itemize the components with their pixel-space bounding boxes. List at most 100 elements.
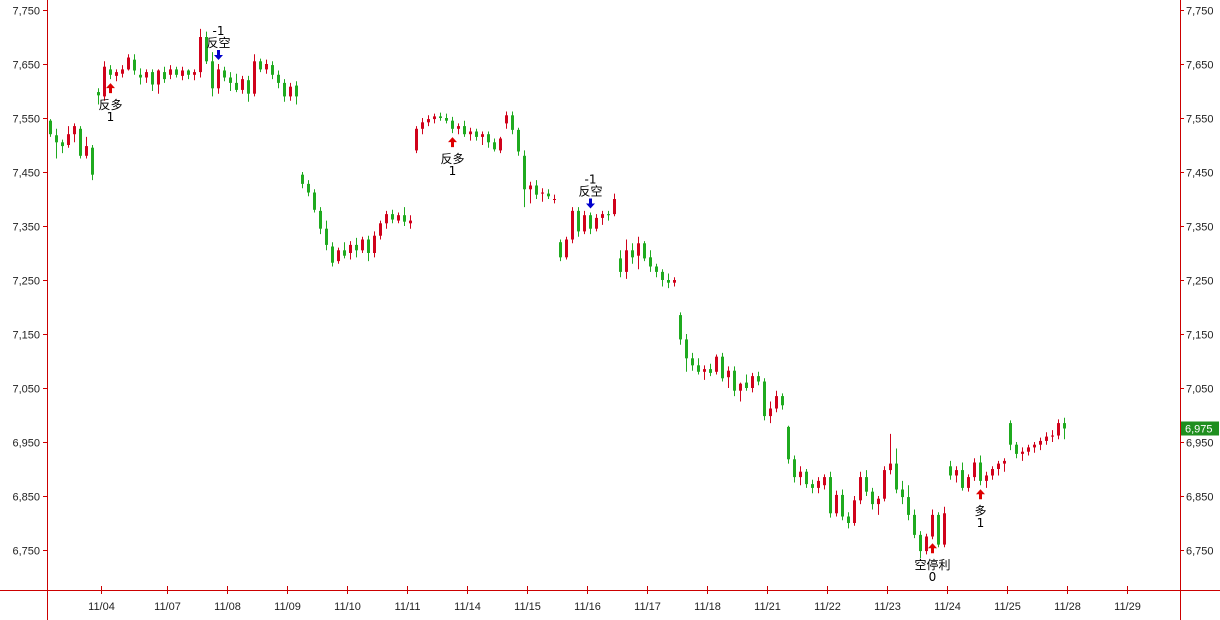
candle-body xyxy=(553,199,556,200)
candle-body xyxy=(295,85,298,97)
candle xyxy=(223,66,226,82)
candle xyxy=(523,150,526,208)
candle-body xyxy=(103,66,106,97)
candle-body xyxy=(613,199,616,215)
candle xyxy=(73,123,76,143)
y-tick-label-right: 6,750 xyxy=(1186,546,1214,558)
candle xyxy=(307,180,310,197)
x-tick-label: 11/23 xyxy=(874,601,901,613)
candle-body xyxy=(445,118,448,121)
candle xyxy=(121,65,124,78)
candle-body xyxy=(847,516,850,523)
candle xyxy=(1003,458,1006,472)
buy-arrow-icon xyxy=(106,83,115,94)
candle xyxy=(631,243,634,264)
candle-body xyxy=(199,37,202,73)
buy-signal: 反多1 xyxy=(98,83,123,124)
candle xyxy=(313,189,316,213)
candle xyxy=(193,69,196,81)
candle-body xyxy=(259,61,262,70)
x-tick-label: 11/08 xyxy=(214,601,241,613)
candle-body xyxy=(325,228,328,245)
y-tick-label-left: 7,050 xyxy=(12,384,40,396)
candle-body xyxy=(769,408,772,417)
candle xyxy=(739,382,742,402)
y-tick-label-right: 7,750 xyxy=(1186,6,1214,18)
candle xyxy=(319,207,322,235)
x-tick-label: 11/09 xyxy=(274,601,301,613)
candle xyxy=(469,127,472,141)
y-tick-label-left: 7,550 xyxy=(12,114,40,126)
candle-body xyxy=(139,74,142,78)
candle-body xyxy=(517,129,520,152)
candle-body xyxy=(253,61,256,94)
candle-body xyxy=(955,470,958,476)
candle xyxy=(283,79,286,102)
candle xyxy=(895,448,898,494)
candle xyxy=(1039,437,1042,451)
candle xyxy=(1033,442,1036,453)
candle-body xyxy=(733,370,736,391)
candle-body xyxy=(703,369,706,372)
candle xyxy=(277,70,280,89)
y-axis-left-ticks: 6,750 6,850 6,950 7,050 7,150 7,250 7,350 7,450… xyxy=(12,6,47,558)
candle-body xyxy=(469,131,472,135)
candle-body xyxy=(859,477,862,501)
candle xyxy=(127,54,130,71)
candle-body xyxy=(817,480,820,488)
candle xyxy=(781,393,784,410)
candle xyxy=(247,75,250,102)
candle-body xyxy=(823,477,826,486)
candle-body xyxy=(1021,451,1024,454)
x-tick-label: 11/22 xyxy=(814,601,841,613)
candle xyxy=(823,474,826,490)
candle xyxy=(331,242,334,267)
candle xyxy=(391,209,394,224)
candle-body xyxy=(187,70,190,75)
candle-body xyxy=(241,79,244,90)
candle-body xyxy=(625,250,628,272)
candle xyxy=(817,477,820,494)
candle xyxy=(715,354,718,375)
candle xyxy=(799,466,802,486)
candle-body xyxy=(1027,447,1030,452)
last-price-badge xyxy=(1181,421,1219,436)
x-axis-date-ticks: 11/04 11/07 11/08 11/09 11/10 11/11 11/14 11/15… xyxy=(88,586,1141,613)
candle xyxy=(253,54,256,97)
candle-body xyxy=(181,70,184,76)
candle-body xyxy=(721,356,724,379)
candle xyxy=(187,69,190,80)
candle xyxy=(601,210,604,225)
candle-body xyxy=(343,250,346,256)
candle-body xyxy=(697,365,700,372)
candle-body xyxy=(595,217,598,229)
candle xyxy=(109,65,112,80)
y-tick-label-right: 7,350 xyxy=(1186,222,1214,234)
candle xyxy=(367,235,370,262)
candle xyxy=(451,116,454,134)
candle-body xyxy=(1033,444,1036,448)
candle xyxy=(415,126,418,154)
candle-body xyxy=(781,396,784,406)
candle-body xyxy=(289,86,292,97)
candle-body xyxy=(439,116,442,118)
candle-body xyxy=(151,72,154,85)
candle xyxy=(373,231,376,258)
candle xyxy=(877,496,880,515)
candle xyxy=(145,69,148,83)
y-tick-label-left: 6,750 xyxy=(12,546,40,558)
candle xyxy=(151,69,154,91)
candle xyxy=(1063,417,1066,440)
candle xyxy=(205,31,208,64)
candle xyxy=(229,72,232,91)
candle xyxy=(649,250,652,272)
candle xyxy=(397,212,400,224)
sell-arrow-icon xyxy=(214,50,223,60)
x-tick-label: 11/15 xyxy=(514,601,541,613)
candle-body xyxy=(277,74,280,83)
candle-body xyxy=(925,536,928,552)
candle xyxy=(985,471,988,488)
candle xyxy=(577,207,580,237)
